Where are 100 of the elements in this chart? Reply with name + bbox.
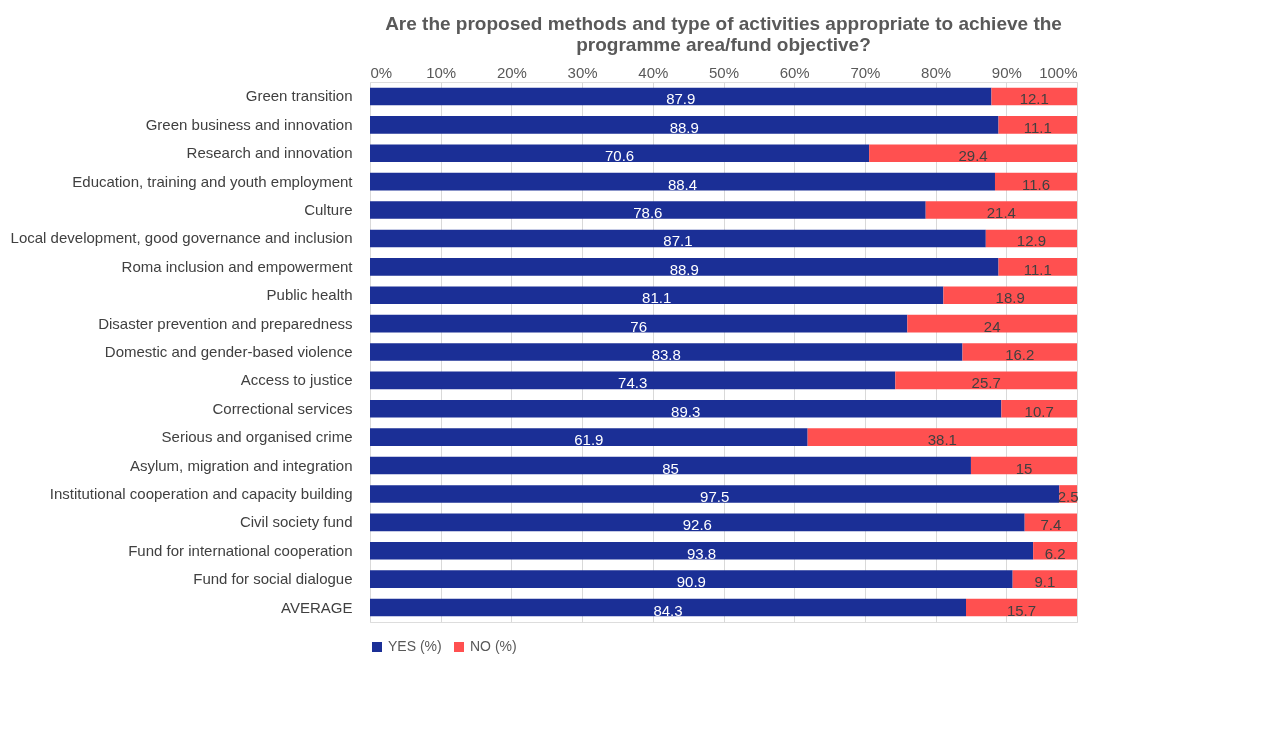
- y-tick-label: Research and innovation: [186, 144, 353, 162]
- data-label: 10.7: [1024, 402, 1054, 420]
- data-label: 61.9: [574, 431, 604, 449]
- y-tick-label: Green transition: [245, 87, 353, 105]
- legend-label: YES (%): [388, 638, 442, 654]
- data-label: 18.9: [995, 289, 1025, 307]
- bar: [370, 399, 1002, 418]
- data-label: 88.9: [669, 118, 699, 136]
- y-tick-label: Public health: [266, 286, 353, 304]
- bar: [807, 428, 1077, 446]
- data-label: 89.3: [671, 402, 701, 420]
- data-label: 15.7: [1006, 601, 1037, 619]
- bar: [895, 371, 1077, 390]
- bar: [991, 87, 1077, 106]
- data-label: 11.1: [1023, 260, 1052, 278]
- bar: [370, 513, 1025, 532]
- y-tick-label: Culture: [304, 201, 353, 219]
- bar: [370, 172, 995, 191]
- x-tick-label: 100%: [1039, 63, 1078, 81]
- bar: [869, 144, 1077, 163]
- y-tick-label: Fund for international cooperation: [128, 541, 353, 559]
- data-label: 11.6: [1021, 175, 1051, 193]
- data-label: 9.1: [1034, 573, 1056, 591]
- y-tick-label: Education, training and youth employment: [72, 172, 354, 190]
- y-tick-label: AVERAGE: [281, 598, 353, 616]
- bar: [370, 371, 896, 390]
- data-label: 6.2: [1044, 544, 1066, 562]
- data-label: 84.3: [653, 601, 683, 619]
- x-tick-label: 80%: [921, 63, 952, 81]
- x-tick-label: 30%: [567, 63, 598, 81]
- x-tick-label: 20%: [496, 63, 527, 81]
- data-label: 38.1: [927, 431, 957, 449]
- y-tick-label: Disaster prevention and preparedness: [98, 314, 353, 332]
- data-label: 93.8: [686, 544, 717, 562]
- data-label: 11.1: [1023, 118, 1052, 136]
- y-tick-label: Roma inclusion and empowerment: [121, 257, 354, 275]
- bar: [370, 258, 999, 276]
- bar: [370, 456, 971, 475]
- x-tick-label: 40%: [638, 63, 669, 81]
- data-label: 12.1: [1019, 90, 1049, 108]
- chart-title: Are the proposed methods and type of activities appropriate to achieve the programme area/fund objective?: [385, 13, 1062, 55]
- data-label: 92.6: [682, 516, 712, 534]
- data-label: 90.9: [676, 573, 706, 591]
- x-tick-label: 70%: [850, 63, 881, 81]
- y-tick-label: Fund for social dialogue: [193, 570, 353, 588]
- bar: [998, 116, 1077, 134]
- bar: [970, 456, 1077, 475]
- data-label: 21.4: [986, 204, 1016, 222]
- data-label: 83.8: [651, 346, 681, 363]
- data-label: 87.9: [666, 90, 696, 108]
- bar: [370, 570, 1013, 588]
- data-label: 87.1: [663, 232, 693, 250]
- bar: [907, 314, 1077, 333]
- data-label: 88.9: [669, 260, 699, 278]
- y-tick-label: Institutional cooperation and capacity building: [49, 484, 353, 502]
- data-label: 24: [983, 317, 1001, 335]
- y-tick-label: Local development, good governance and inclusion: [10, 229, 353, 247]
- data-label: 29.4: [958, 147, 988, 165]
- data-label: 97.5: [700, 487, 730, 505]
- data-label: 70.6: [604, 147, 635, 165]
- bar: [370, 286, 944, 305]
- bar: [370, 598, 966, 617]
- bar: [370, 314, 908, 333]
- x-tick-label: 90%: [991, 63, 1022, 81]
- data-label: 16.2: [1005, 346, 1035, 363]
- data-label: 81.1: [642, 289, 672, 307]
- x-tick-label: 0%: [370, 63, 393, 81]
- x-tick-label: 60%: [779, 63, 810, 81]
- data-label: 12.9: [1016, 232, 1046, 250]
- bar: [370, 201, 926, 219]
- y-tick-label: Asylum, migration and integration: [129, 456, 353, 474]
- bar: [370, 485, 1060, 503]
- bar: [370, 87, 992, 106]
- data-label: 25.7: [971, 374, 1001, 392]
- bar: [370, 229, 986, 248]
- x-tick-label: 50%: [708, 63, 740, 81]
- data-label: 7.4: [1040, 516, 1062, 534]
- bar: [962, 343, 1077, 361]
- data-label: 88.4: [667, 175, 698, 193]
- bar: [998, 258, 1077, 276]
- bar: [370, 144, 870, 163]
- data-label: 78.6: [633, 204, 663, 222]
- data-label: 74.3: [618, 374, 648, 392]
- y-tick-label: Serious and organised crime: [161, 428, 353, 446]
- y-tick-label: Access to justice: [240, 371, 353, 389]
- y-tick-label: Green business and innovation: [145, 115, 353, 133]
- bar: [925, 201, 1077, 219]
- bar: [1012, 570, 1077, 588]
- bar: [966, 598, 1077, 617]
- data-label: 15: [1015, 459, 1033, 477]
- bar: [370, 343, 963, 361]
- bar: [370, 541, 1034, 560]
- bar: [1001, 399, 1077, 418]
- data-label: 76: [630, 317, 647, 335]
- y-tick-label: Correctional services: [212, 399, 353, 417]
- bar: [370, 428, 808, 446]
- bar: [943, 286, 1077, 305]
- x-tick-label: 10%: [426, 63, 457, 81]
- data-label: 85: [662, 459, 679, 477]
- y-tick-label: Civil society fund: [239, 513, 353, 531]
